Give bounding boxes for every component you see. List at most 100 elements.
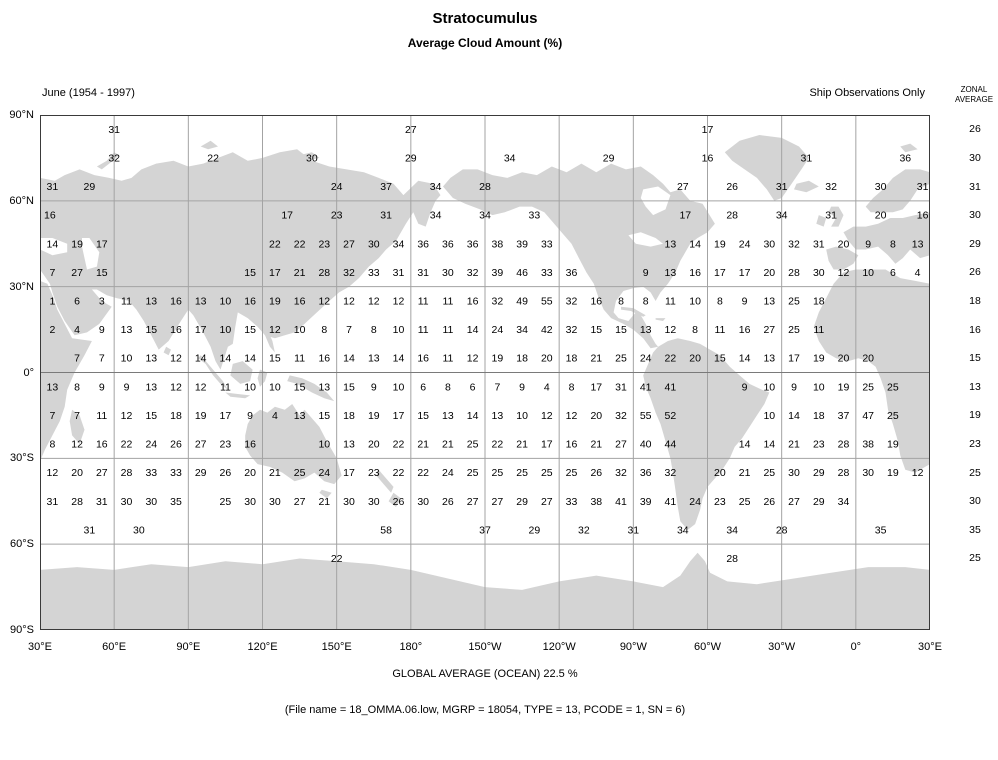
cloud-amount-value: 27 [788, 496, 800, 508]
cloud-amount-value: 22 [492, 439, 504, 451]
cloud-amount-value: 31 [47, 181, 59, 193]
x-tick-label: 90°E [176, 641, 201, 653]
cloud-amount-value: 29 [516, 496, 528, 508]
cloud-amount-value: 10 [220, 324, 232, 336]
cloud-amount-value: 24 [442, 467, 454, 479]
zonal-average-value: 18 [969, 294, 981, 307]
cloud-amount-value: 28 [71, 496, 83, 508]
cloud-amount-value: 19 [887, 439, 899, 451]
cloud-amount-value: 16 [170, 324, 182, 336]
cloud-amount-value: 36 [640, 467, 652, 479]
cloud-amount-value: 34 [393, 238, 405, 250]
cloud-amount-value: 25 [887, 410, 899, 422]
cloud-amount-value: 15 [269, 353, 281, 365]
cloud-amount-value: 19 [714, 238, 726, 250]
figure-title: Stratocumulus [432, 10, 538, 27]
zonal-average-value: 35 [969, 523, 981, 536]
cloud-amount-value: 16 [917, 210, 929, 222]
x-tick-label: 60°W [693, 641, 722, 653]
cloud-amount-value: 11 [96, 410, 107, 422]
cloud-amount-value: 8 [371, 324, 377, 336]
cloud-amount-value: 21 [417, 439, 429, 451]
cloud-amount-value: 37 [479, 524, 491, 536]
cloud-amount-value: 27 [763, 324, 775, 336]
cloud-amount-value: 17 [281, 210, 293, 222]
cloud-amount-value: 25 [788, 324, 800, 336]
cloud-amount-value: 15 [343, 381, 355, 393]
x-tick-label: 120°E [247, 641, 278, 653]
cloud-amount-value: 12 [838, 267, 850, 279]
cloud-amount-value: 34 [430, 210, 442, 222]
cloud-amount-value: 14 [689, 238, 701, 250]
cloud-amount-value: 29 [603, 152, 615, 164]
landmass [816, 215, 827, 227]
cloud-amount-value: 21 [294, 267, 306, 279]
cloud-amount-value: 34 [776, 210, 788, 222]
y-tick-label: 30°S [10, 452, 34, 465]
landmass [900, 143, 918, 153]
cloud-amount-value: 12 [343, 296, 355, 308]
cloud-amount-value: 34 [677, 524, 689, 536]
cloud-amount-value: 9 [124, 381, 130, 393]
cloud-amount-value: 29 [813, 496, 825, 508]
cloud-amount-value: 8 [321, 324, 327, 336]
cloud-amount-value: 32 [108, 152, 120, 164]
cloud-amount-value: 34 [430, 181, 442, 193]
cloud-amount-value: 20 [71, 467, 83, 479]
cloud-amount-value: 17 [393, 410, 405, 422]
zonal-average-value: 19 [969, 409, 981, 422]
cloud-amount-value: 15 [615, 324, 627, 336]
cloud-amount-value: 31 [380, 210, 392, 222]
cloud-amount-value: 31 [84, 524, 96, 536]
cloud-amount-value: 27 [195, 439, 207, 451]
cloud-amount-value: 39 [640, 496, 652, 508]
cloud-amount-value: 10 [121, 353, 133, 365]
cloud-amount-value: 15 [417, 410, 429, 422]
cloud-amount-value: 13 [368, 353, 380, 365]
landmass [794, 180, 819, 193]
cloud-amount-value: 16 [566, 439, 578, 451]
cloud-amount-value: 46 [516, 267, 528, 279]
cloud-amount-value: 9 [742, 296, 748, 308]
cloud-amount-value: 27 [96, 467, 108, 479]
cloud-amount-value: 7 [494, 381, 500, 393]
cloud-amount-value: 15 [318, 410, 330, 422]
landmass [245, 404, 342, 485]
landmass [40, 149, 441, 370]
landmass [643, 338, 770, 530]
cloud-amount-value: 36 [566, 267, 578, 279]
cloud-amount-value: 33 [541, 238, 553, 250]
cloud-amount-value: 7 [74, 410, 80, 422]
cloud-amount-value: 14 [47, 238, 59, 250]
cloud-amount-value: 13 [665, 267, 677, 279]
cloud-amount-value: 4 [544, 381, 550, 393]
cloud-amount-value: 11 [442, 324, 453, 336]
cloud-amount-value: 26 [393, 496, 405, 508]
cloud-amount-value: 10 [318, 439, 330, 451]
file-info-label: (File name = 18_OMMA.06.low, MGRP = 1805… [284, 704, 686, 716]
cloud-amount-value: 25 [492, 467, 504, 479]
cloud-amount-value: 17 [714, 267, 726, 279]
cloud-amount-value: 15 [145, 324, 157, 336]
cloud-amount-value: 23 [813, 439, 825, 451]
cloud-amount-value: 16 [739, 324, 751, 336]
cloud-amount-value: 30 [862, 467, 874, 479]
cloud-amount-value: 17 [590, 381, 602, 393]
cloud-amount-value: 29 [529, 524, 541, 536]
cloud-amount-value: 31 [615, 381, 627, 393]
cloud-amount-value: 44 [665, 439, 677, 451]
cloud-amount-value: 36 [442, 238, 454, 250]
cloud-amount-value: 25 [220, 496, 232, 508]
cloud-amount-value: 14 [467, 410, 479, 422]
cloud-amount-value: 13 [763, 353, 775, 365]
cloud-amount-value: 33 [566, 496, 578, 508]
cloud-amount-value: 25 [763, 467, 775, 479]
cloud-amount-value: 13 [492, 410, 504, 422]
cloud-amount-value: 30 [442, 267, 454, 279]
cloud-amount-value: 12 [665, 324, 677, 336]
cloud-amount-value: 41 [640, 381, 652, 393]
cloud-amount-value: 8 [890, 238, 896, 250]
x-tick-label: 60°E [102, 641, 127, 653]
zonal-average-value: 13 [969, 380, 981, 393]
x-tick-label: 0° [850, 641, 862, 653]
